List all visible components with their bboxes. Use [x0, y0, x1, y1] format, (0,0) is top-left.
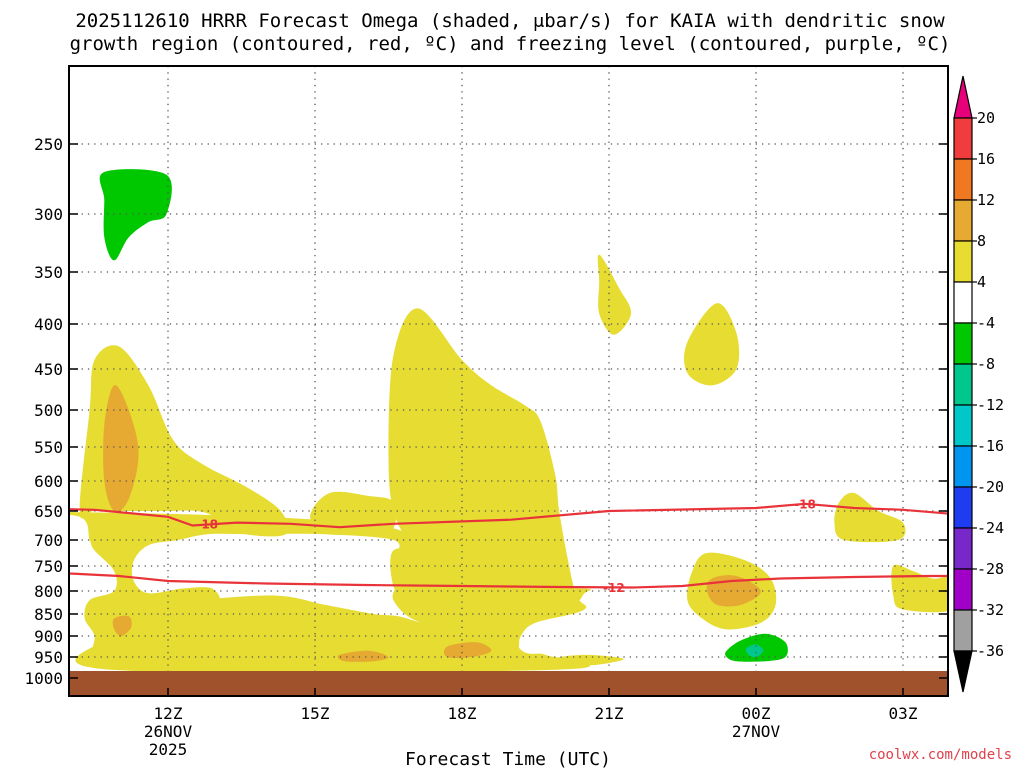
x-tick-label-00Z: 00Z: [742, 704, 771, 723]
colorbar-top-arrow: [953, 75, 973, 119]
y-tick-label-300: 300: [34, 205, 63, 224]
x-tick-label-03Z: 03Z: [889, 704, 918, 723]
y-tick-label-250: 250: [34, 135, 63, 154]
omega-shading: [69, 169, 948, 673]
colorbar-cell-7: [953, 404, 973, 447]
colorbar-label--8: -8: [977, 355, 995, 373]
plot-frame: [68, 65, 949, 697]
omega-region-10: [443, 642, 492, 659]
omega-region-2: [103, 385, 139, 512]
omega-region-8: [112, 615, 132, 637]
colorbar-cell-8: [953, 445, 973, 488]
chart-title-line2: growth region (contoured, red, ºC) and f…: [70, 33, 951, 55]
colorbar-label--36: -36: [977, 642, 1004, 660]
omega-region-5: [69, 512, 591, 664]
omega-region-9: [337, 650, 389, 662]
x-tick-label-12Z: 12Z: [154, 704, 183, 723]
colorbar-bottom-arrow: [953, 650, 973, 693]
y-tick-label-850: 850: [34, 605, 63, 624]
colorbar-label--28: -28: [977, 560, 1004, 578]
y-tick-label-750: 750: [34, 557, 63, 576]
colorbar-cell-12: [953, 609, 973, 652]
colorbar-cell-5: [953, 322, 973, 365]
y-tick-label-350: 350: [34, 263, 63, 282]
omega-region-16: [834, 492, 906, 543]
credit-link[interactable]: coolwx.com/models: [869, 747, 1012, 763]
grid-lines: [69, 66, 948, 696]
omega-region-3: [388, 308, 587, 664]
contour-label-1-0: -12: [603, 581, 625, 595]
colorbar-cell-9: [953, 486, 973, 529]
colorbar-cell-1: [953, 158, 973, 201]
colorbar-cell-4: [953, 281, 973, 324]
colorbar-label--24: -24: [977, 519, 1004, 537]
contour-label-0-1: -18: [794, 497, 816, 511]
x-tick-year-12Z: 2025: [149, 740, 188, 759]
x-tick-date-12Z: 26NOV: [144, 722, 193, 741]
colorbar-label--20: -20: [977, 478, 1004, 496]
colorbar-label-8: 8: [977, 232, 986, 250]
x-tick-date-00Z: 27NOV: [732, 722, 781, 741]
colorbar-label-20: 20: [977, 109, 995, 127]
colorbar-label-16: 16: [977, 150, 995, 168]
y-tick-label-800: 800: [34, 582, 63, 601]
colorbar-cell-11: [953, 568, 973, 611]
temperature-contours: -18 -18 -12: [69, 497, 948, 595]
colorbar-label--4: -4: [977, 314, 995, 332]
x-tick-label-21Z: 21Z: [595, 704, 624, 723]
chart-title-line1: 2025112610 HRRR Forecast Omega (shaded, …: [75, 10, 945, 32]
contour-label-0-0: -18: [196, 517, 218, 531]
y-tick-label-1000: 1000: [24, 669, 63, 688]
colorbar: 20 16 12 8 4 -4 -8 -12 -16 -20 -24 -28 -32 -36: [953, 75, 1004, 693]
x-tick-label-18Z: 18Z: [448, 704, 477, 723]
colorbar-label--32: -32: [977, 601, 1004, 619]
colorbar-label--16: -16: [977, 437, 1004, 455]
chart-title: 2025112610 HRRR Forecast Omega (shaded, …: [70, 10, 951, 55]
colorbar-cell-6: [953, 363, 973, 406]
ground-layer: [69, 671, 948, 696]
x-tick-label-15Z: 15Z: [301, 704, 330, 723]
colorbar-label--12: -12: [977, 396, 1004, 414]
colorbar-cell-3: [953, 240, 973, 283]
y-axis-ticks: 250 300 350 400 450 500 550 600 650 700 750 800 850 9…: [24, 135, 948, 688]
y-tick-label-500: 500: [34, 401, 63, 420]
y-tick-label-650: 650: [34, 502, 63, 521]
colorbar-cell-0: [953, 117, 973, 160]
y-tick-label-550: 550: [34, 438, 63, 457]
omega-region-12: [597, 254, 632, 335]
colorbar-label-4: 4: [977, 273, 986, 291]
y-tick-label-400: 400: [34, 315, 63, 334]
x-axis-title: Forecast Time (UTC): [405, 749, 611, 768]
y-tick-label-700: 700: [34, 531, 63, 550]
ground-surface: [69, 671, 948, 696]
colorbar-label-12: 12: [977, 191, 995, 209]
contour-line-1: [69, 572, 948, 589]
y-tick-label-900: 900: [34, 627, 63, 646]
contour-line-0: [69, 502, 948, 529]
y-tick-label-950: 950: [34, 648, 63, 667]
y-tick-label-600: 600: [34, 472, 63, 491]
colorbar-cell-10: [953, 527, 973, 570]
omega-region-7: [390, 547, 430, 601]
colorbar-cell-2: [953, 199, 973, 242]
omega-region-19: [745, 644, 764, 658]
plot-border: [68, 65, 949, 697]
omega-region-0: [99, 169, 172, 261]
y-tick-label-450: 450: [34, 360, 63, 379]
